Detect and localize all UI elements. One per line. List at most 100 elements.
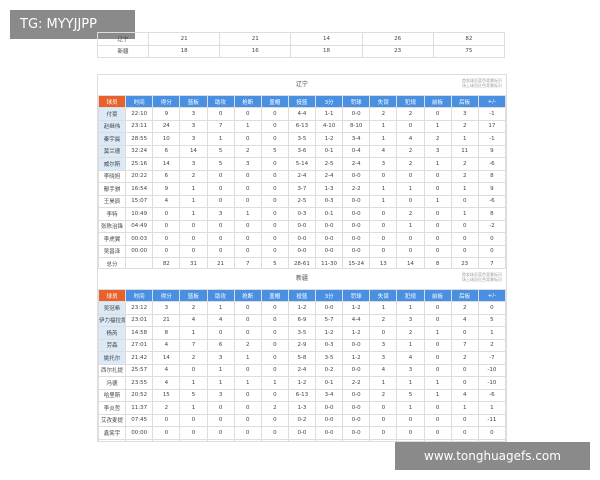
- stat-cell: 2-5: [287, 194, 317, 208]
- column-header: 时间: [125, 95, 154, 108]
- team-title: 辽宁 首发球员蓝色背景标识 场上球员红色背景标识: [98, 75, 506, 95]
- stat-cell: 4-4: [342, 313, 371, 327]
- team-name: 辽宁: [295, 81, 308, 88]
- stat-cell: 3-5: [314, 351, 344, 365]
- stat-cell: 15:07: [125, 194, 154, 208]
- stat-cell: 8: [477, 169, 507, 183]
- player-row: 莫兰德 32:24 6 14 5 2 5 3-6 0-1 0-4 4 2 3 11 9: [97, 144, 507, 158]
- stat-cell: -10: [477, 376, 506, 390]
- stat-cell: 28:55: [125, 132, 154, 146]
- player-name: 赵继伟: [97, 119, 127, 133]
- stat-cell: 1: [477, 401, 506, 415]
- stat-cell: 2: [179, 169, 208, 183]
- player-row: 西尔扎提 25:57 4 0 1 0 0 2-4 0-2 0-0 4 3 0 0 -10: [98, 363, 506, 377]
- column-header: 抢断: [233, 95, 262, 108]
- stat-cell: 4: [206, 313, 235, 327]
- stat-cell: 0-0: [314, 438, 344, 441]
- stat-cell: 04:49: [125, 219, 154, 233]
- stat-cell: 0: [179, 438, 208, 441]
- player-row: 张陈治锋 04:49 0 0 0 0 0 0-0 0-0 0-0 0 1 0 0 -2: [97, 219, 507, 233]
- stat-cell: 0: [206, 413, 235, 427]
- stat-cell: 0-0: [342, 401, 371, 415]
- stat-cell: 1: [396, 401, 425, 415]
- player-row: 伊力福拉提 23:01 21 4 4 0 0 6-9 5-7 4-4 2 3 0 4 5: [98, 313, 506, 327]
- stat-cell: 1: [206, 363, 235, 377]
- stat-cell: 1: [396, 338, 425, 352]
- stat-cell: 9: [152, 107, 181, 121]
- stat-cell: 3: [206, 207, 235, 221]
- column-header: 得分: [152, 289, 181, 302]
- player-row: 艾孜麦提 07:45 0 0 0 0 0 0-2 0-0 0-0 0 0 0 0 -11: [98, 413, 506, 427]
- stat-cell: 0-0: [314, 232, 344, 246]
- stat-cell: 0: [396, 244, 425, 258]
- stat-cell: 0: [423, 426, 452, 440]
- stat-cell: 0: [423, 169, 452, 183]
- stat-cell: 0: [260, 157, 289, 171]
- stat-cell: 0-2: [287, 413, 317, 427]
- player-name: 鄢手骐: [97, 182, 127, 196]
- stat-cell: 0: [260, 107, 289, 121]
- stat-cell: 0: [206, 326, 235, 340]
- column-header: 失误: [369, 95, 398, 108]
- stat-cell: 0-1: [314, 207, 344, 221]
- column-header: 罚球: [342, 95, 371, 108]
- stat-cell: 1: [233, 376, 262, 390]
- quarter-score: 14: [290, 32, 363, 46]
- stat-cell: 2: [396, 144, 425, 158]
- stat-cell: 0-0: [342, 338, 371, 352]
- stat-cell: 1: [206, 132, 235, 146]
- column-header: 罚球: [342, 289, 371, 302]
- stat-cell: 0: [423, 351, 452, 365]
- stat-cell: 0-0: [314, 301, 344, 315]
- player-row: 冯德 23:55 4 1 1 1 1 1-2 0-1 2-2 1 1 1 0 -10: [98, 376, 506, 390]
- stat-cell: 4-10: [314, 119, 344, 133]
- watermark-bottom-right: www.tonghuagefs.com: [395, 442, 590, 470]
- stat-cell: 2: [450, 351, 479, 365]
- stat-cell: 24: [152, 119, 181, 133]
- stat-cell: 0: [369, 169, 398, 183]
- stat-cell: -10: [477, 363, 506, 377]
- stat-cell: 1: [206, 376, 235, 390]
- stat-cell: 2-9: [287, 338, 317, 352]
- stat-cell: 0: [152, 219, 181, 233]
- stat-cell: 0-0: [287, 438, 317, 441]
- column-header: 3分: [314, 289, 344, 302]
- column-header: 篮板: [179, 95, 208, 108]
- stat-cell: 2: [369, 107, 398, 121]
- stat-cell: 0: [260, 313, 289, 327]
- player-row: 杨芮 14:58 8 1 0 0 0 3-5 1-2 1-2 0 2 1 0 1: [98, 326, 506, 340]
- stat-cell: 14: [152, 157, 181, 171]
- stat-cell: 0: [260, 351, 289, 365]
- stat-cell: 0-0: [287, 219, 317, 233]
- stat-cell: 0-3: [314, 338, 344, 352]
- stat-cell: 23:11: [125, 119, 154, 133]
- stat-cell: 0-0: [287, 244, 317, 258]
- stat-cell: 0: [260, 219, 289, 233]
- stat-cell: 1: [450, 182, 479, 196]
- stat-cell: 2: [450, 169, 479, 183]
- stat-cell: 0-3: [314, 194, 344, 208]
- stat-cell: 2-5: [314, 157, 344, 171]
- stat-cell: 1: [477, 326, 506, 340]
- stat-cell: 4: [369, 363, 398, 377]
- column-header: 犯规: [396, 289, 425, 302]
- stat-cell: 2: [450, 119, 479, 133]
- stat-cell: 10: [152, 132, 181, 146]
- note-oncourt: 场上球员红色背景标识: [462, 277, 502, 282]
- stat-cell: 0: [206, 232, 235, 246]
- stat-cell: 3: [179, 119, 208, 133]
- stat-cell: 00:00: [125, 438, 154, 441]
- stat-cell: 0: [179, 244, 208, 258]
- stat-cell: 14: [152, 351, 181, 365]
- stat-cell: 32:24: [125, 144, 154, 158]
- stat-cell: 0-0: [342, 194, 371, 208]
- stat-cell: 2: [450, 301, 479, 315]
- stat-cell: 0: [423, 413, 452, 427]
- player-name: 艾孜麦提: [98, 413, 127, 427]
- stat-cell: 2-4: [287, 363, 317, 377]
- player-row: 姚托尔 21:42 14 2 3 1 0 5-8 3-5 1-2 3 4 0 2 -7: [98, 351, 506, 365]
- stat-cell: 0: [179, 219, 208, 233]
- stat-cell: 7: [450, 338, 479, 352]
- stat-cell: 00:00: [125, 244, 154, 258]
